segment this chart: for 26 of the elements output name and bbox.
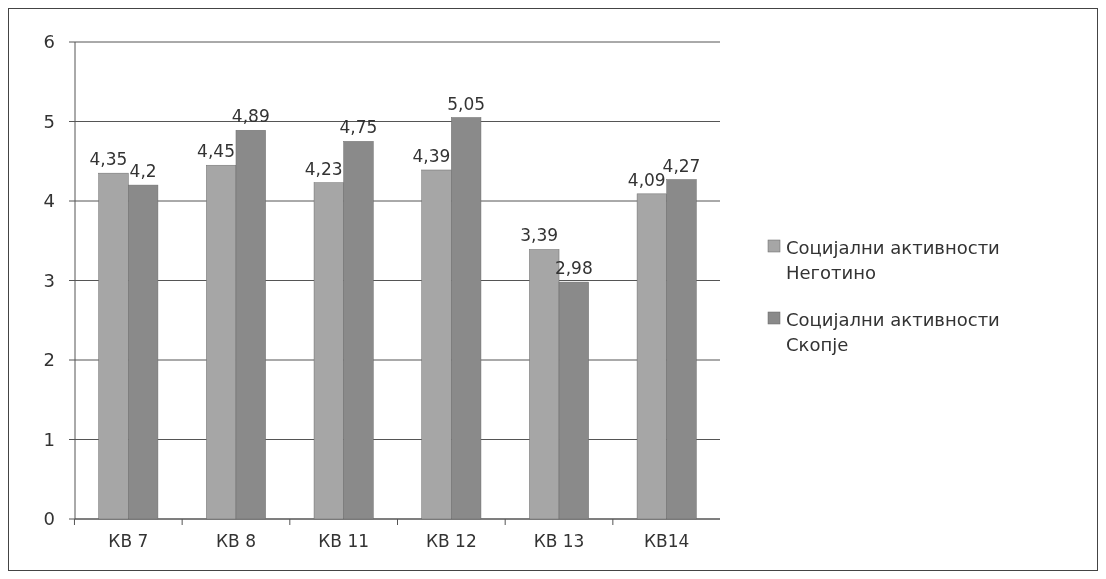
- y-tick-label: 1: [43, 428, 55, 450]
- data-label: 4,45: [197, 141, 235, 162]
- x-tick-label: КВ 12: [425, 531, 477, 551]
- legend-label: Социјални активности Скопје: [786, 309, 1000, 355]
- legend-label: Социјални активности Неготино: [786, 237, 1000, 283]
- data-label: 4,75: [339, 117, 378, 138]
- x-tick-label: КВ 13: [533, 531, 585, 551]
- data-label: 4,2: [129, 161, 157, 182]
- y-tick-label: 5: [43, 110, 55, 132]
- y-tick-label: 6: [43, 31, 55, 53]
- x-tick-label: КВ 8: [216, 531, 256, 551]
- x-tick-label: КВ14: [644, 531, 690, 551]
- data-label: 5,05: [447, 93, 486, 114]
- y-tick-label: 3: [43, 269, 55, 291]
- y-tick-label: 4: [43, 190, 55, 212]
- data-label: 3,39: [520, 225, 559, 246]
- data-label: 4,09: [627, 169, 666, 190]
- x-tick-label: КВ 7: [108, 531, 149, 551]
- y-tick-label: 2: [43, 349, 55, 371]
- data-label: 4,35: [89, 149, 128, 170]
- y-tick-label: 0: [43, 508, 55, 530]
- x-tick-label: КВ 11: [318, 531, 370, 551]
- data-label: 4,23: [304, 158, 343, 179]
- data-label: 4,39: [412, 145, 451, 166]
- data-label: 4,89: [231, 106, 270, 127]
- data-label: 2,98: [554, 258, 593, 279]
